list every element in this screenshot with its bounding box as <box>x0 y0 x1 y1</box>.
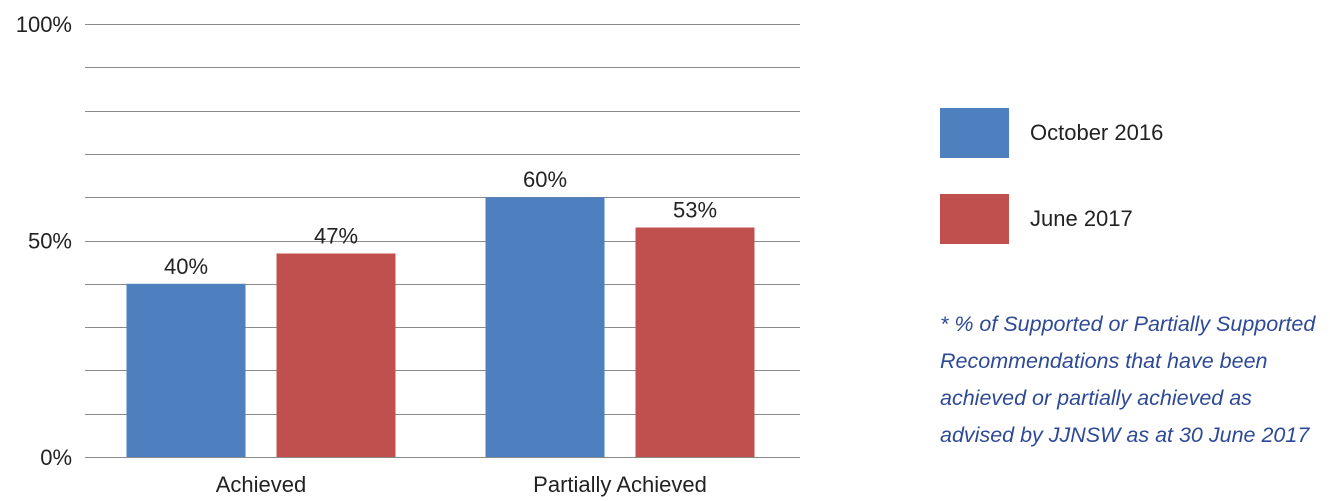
x-category-label: Partially Achieved <box>533 472 707 497</box>
legend-item-june-2017: June 2017 <box>940 194 1133 244</box>
y-axis-tick-labels: 0% 50% 100% <box>16 12 72 470</box>
y-tick-label: 0% <box>40 445 72 470</box>
legend-swatch-october-2016 <box>940 108 1009 158</box>
chart-footnote: * % of Supported or Partially Supported … <box>940 312 1316 447</box>
bar-achieved-june-2017 <box>276 253 396 457</box>
bar-achieved-october-2016 <box>126 283 246 457</box>
legend-swatch-june-2017 <box>940 194 1009 244</box>
bar-partially-achieved-october-2016 <box>485 197 605 457</box>
x-category-label: Achieved <box>216 472 307 497</box>
legend-label-june-2017: June 2017 <box>1030 206 1133 231</box>
data-label: 53% <box>673 198 717 223</box>
y-tick-label: 50% <box>28 229 72 254</box>
legend-item-october-2016: October 2016 <box>940 108 1163 158</box>
bar-partially-achieved-june-2017 <box>635 227 755 457</box>
bars <box>126 197 755 457</box>
y-tick-label: 100% <box>16 12 72 37</box>
data-labels: 40% 47% 60% 53% <box>164 167 717 279</box>
x-axis-category-labels: Achieved Partially Achieved <box>216 472 707 497</box>
data-label: 60% <box>523 167 567 192</box>
bar-chart: 0% 50% 100% 40% 47% 60% 53% Achieved Partially… <box>16 12 800 497</box>
legend-label-october-2016: October 2016 <box>1030 120 1164 145</box>
data-label: 47% <box>314 223 358 248</box>
data-label: 40% <box>164 254 208 279</box>
